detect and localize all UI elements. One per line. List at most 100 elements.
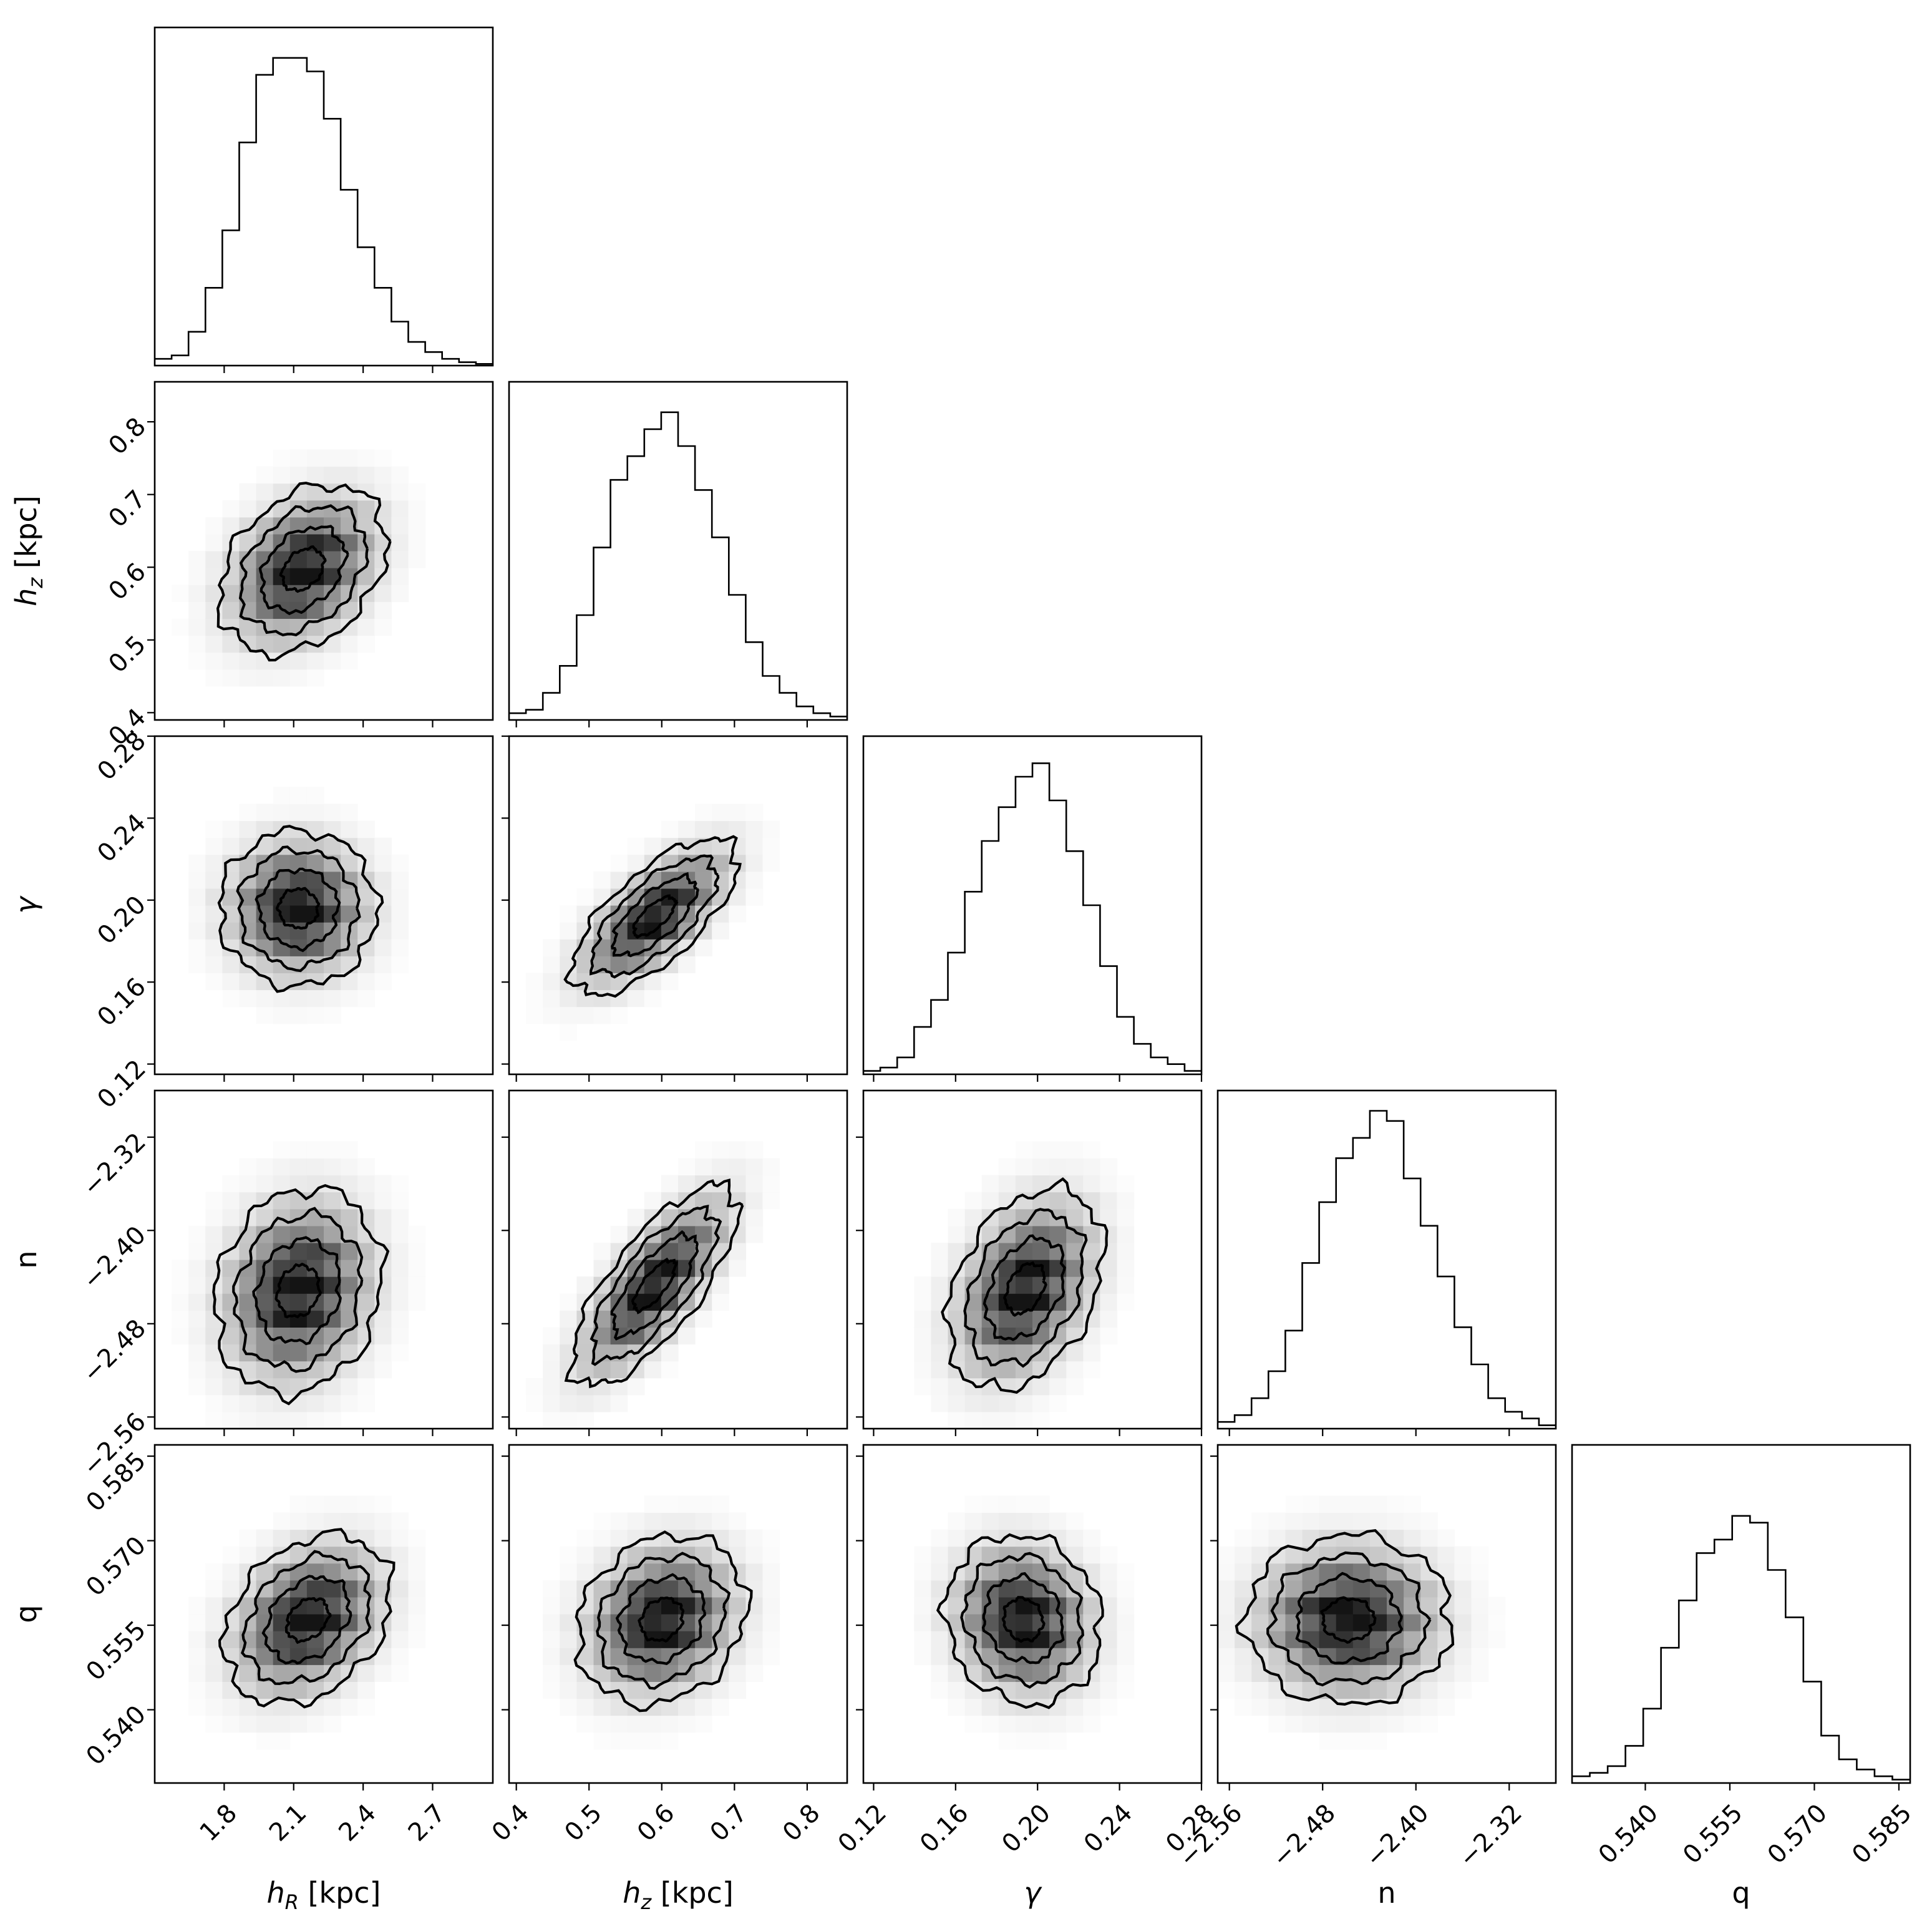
density-cell — [661, 973, 679, 991]
density-cell — [576, 1327, 595, 1345]
density-cell — [408, 1225, 426, 1243]
x-tick-label-hR: 2.4 — [333, 1799, 382, 1847]
histogram-line — [1572, 1515, 1910, 1781]
panel-hz-vs-gamma — [508, 735, 848, 1076]
density-cell — [560, 1411, 577, 1429]
contour-1.5-sigma — [963, 1208, 1088, 1368]
density-cell — [762, 1529, 780, 1547]
density-cell — [1049, 1715, 1067, 1733]
density-cell — [593, 1260, 611, 1277]
density-cell — [729, 1596, 746, 1615]
density-cell — [256, 517, 274, 535]
density-cell — [273, 854, 291, 872]
density-cell — [324, 1411, 341, 1429]
density-cell — [188, 635, 206, 653]
density-cell — [222, 973, 240, 991]
label-symbol: n — [1377, 1876, 1396, 1910]
density-cell — [391, 1631, 409, 1648]
density-cell — [964, 1512, 983, 1530]
density-cell — [222, 956, 240, 973]
density-cell — [526, 1006, 543, 1024]
density-cell — [1454, 1563, 1472, 1581]
density-cell — [678, 888, 696, 906]
density-cell — [222, 922, 240, 940]
density-cell — [745, 837, 764, 855]
y-tick-label-gamma: 0.16 — [92, 973, 152, 1033]
density-cell — [981, 1411, 999, 1429]
density-cell — [593, 871, 611, 889]
x-axis-label-hz: hz [kpc] — [623, 1876, 734, 1914]
y-tick-label-hz: 0.5 — [103, 630, 152, 679]
density-cell — [408, 1580, 426, 1598]
panel-hR-vs-hz — [153, 381, 494, 721]
density-cell — [289, 1664, 308, 1682]
density-cell — [1117, 1664, 1135, 1682]
density-cell — [172, 585, 189, 602]
x-tick-label-n: −2.40 — [1360, 1799, 1434, 1873]
histogram-line — [863, 762, 1201, 1072]
density-cell — [289, 871, 308, 889]
density-cell — [289, 1293, 308, 1311]
density-cell — [188, 1260, 206, 1277]
density-cell — [273, 449, 291, 467]
density-cell — [256, 1006, 274, 1024]
density-cell — [1488, 1596, 1506, 1615]
density-cell — [1117, 1293, 1135, 1311]
density-cell — [391, 1664, 409, 1682]
density-cell — [931, 1327, 949, 1345]
y-tick-label-hz: 0.6 — [103, 558, 152, 606]
density-cell — [712, 1276, 729, 1294]
density-cell — [188, 871, 206, 889]
density-cell — [408, 1614, 426, 1631]
density-cell — [1100, 1276, 1118, 1294]
density-cell — [256, 1546, 274, 1564]
density-cell — [324, 1225, 341, 1243]
density-cell — [1488, 1614, 1506, 1631]
density-cell — [341, 635, 358, 653]
panel-hR-vs-gamma — [153, 735, 494, 1076]
density-cell — [729, 1260, 746, 1277]
density-cell — [1066, 1141, 1084, 1159]
density-cell — [239, 1378, 257, 1396]
density-cell — [1049, 1698, 1067, 1716]
density-cell — [576, 1006, 595, 1024]
density-cell — [1100, 1327, 1118, 1345]
density-cell — [374, 1529, 392, 1547]
density-cell — [1117, 1260, 1135, 1277]
density-cell — [526, 989, 543, 1008]
density-cell — [1420, 1580, 1438, 1598]
density-cell — [644, 1715, 662, 1733]
contour-1-sigma — [261, 1575, 352, 1665]
density-cell — [256, 669, 274, 687]
density-cell — [222, 1260, 240, 1277]
density-cell — [964, 1310, 983, 1328]
x-axis-label-gamma: γ — [1024, 1876, 1042, 1910]
panel-frame — [862, 1089, 1203, 1430]
density-cell — [391, 517, 409, 535]
y-tick-label-q: 0.570 — [80, 1531, 152, 1602]
density-layer — [526, 1141, 780, 1429]
density-cell — [222, 1192, 240, 1210]
density-cell — [1285, 1631, 1303, 1648]
y-tick-label-gamma: 0.20 — [92, 890, 152, 950]
density-cell — [374, 585, 392, 602]
density-cell — [1100, 1698, 1118, 1716]
density-cell — [1100, 1192, 1118, 1210]
density-cell — [205, 1681, 223, 1699]
density-cell — [289, 1546, 308, 1564]
density-cell — [1336, 1681, 1354, 1699]
density-cell — [1420, 1648, 1438, 1665]
contour-1.5-sigma — [238, 504, 370, 637]
density-cell — [931, 1648, 949, 1665]
density-cell — [391, 1192, 409, 1210]
density-cell — [239, 483, 257, 501]
density-cell — [205, 1411, 223, 1429]
histogram-hR — [153, 26, 494, 367]
density-cell — [188, 1614, 206, 1631]
density-cell — [998, 1158, 1016, 1176]
density-cell — [560, 1698, 577, 1716]
contour-1.5-sigma — [236, 845, 361, 973]
density-cell — [289, 1394, 308, 1412]
contour-2-sigma — [217, 825, 384, 993]
density-cell — [712, 820, 729, 838]
